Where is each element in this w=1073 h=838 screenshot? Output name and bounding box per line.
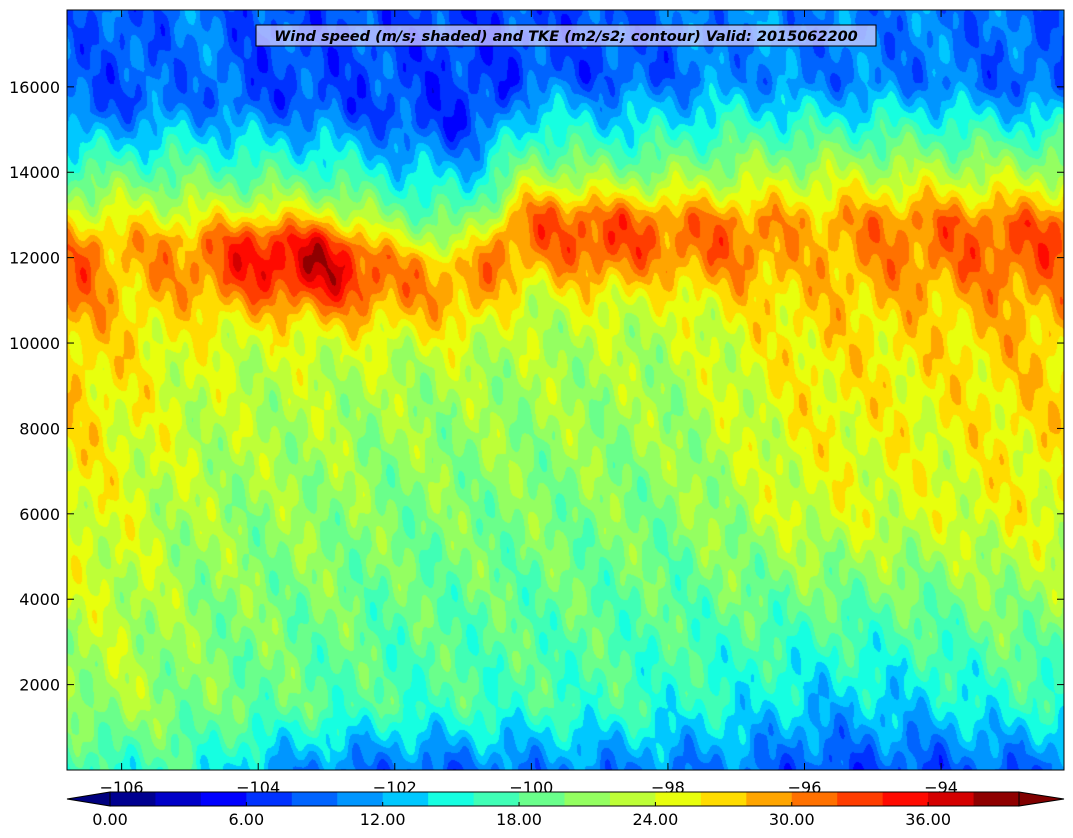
plot-area bbox=[67, 10, 1064, 770]
title-box: Wind speed (m/s; shaded) and TKE (m2/s2;… bbox=[255, 24, 877, 47]
y-tick-label: 8000 bbox=[19, 419, 60, 438]
colorbar-swatch bbox=[200, 792, 247, 806]
colorbar-extend-max bbox=[1018, 791, 1065, 807]
colorbar: 0.00 6.00 12.00 18.00 24.00 30.00 36.00 bbox=[66, 791, 1065, 829]
colorbar-swatch bbox=[519, 792, 565, 806]
colorbar-swatch bbox=[655, 792, 702, 806]
y-tick-label: 4000 bbox=[19, 590, 60, 609]
colorbar-extend-min bbox=[66, 791, 111, 807]
colorbar-tick-label: 24.00 bbox=[632, 810, 678, 829]
colorbar-swatch bbox=[473, 792, 520, 806]
colorbar-tick-label: 6.00 bbox=[229, 810, 265, 829]
y-tick-label: 16000 bbox=[9, 78, 60, 97]
colorbar-swatch bbox=[337, 792, 384, 806]
colorbar-swatch bbox=[428, 792, 475, 806]
colorbar-tick-label: 18.00 bbox=[496, 810, 542, 829]
colorbar-swatch bbox=[609, 792, 656, 806]
plot-frame bbox=[66, 9, 1065, 771]
colorbar-swatch bbox=[564, 792, 611, 806]
chart-title: Wind speed (m/s; shaded) and TKE (m2/s2;… bbox=[274, 29, 858, 45]
colorbar-swatch bbox=[746, 792, 793, 806]
colorbar-swatch bbox=[882, 792, 929, 806]
colorbar-swatch bbox=[700, 792, 747, 806]
wind-speed-field bbox=[67, 10, 1064, 770]
colorbar-tick-label: 30.00 bbox=[769, 810, 815, 829]
y-tick-label: 12000 bbox=[9, 249, 60, 268]
colorbar-tick-label: 12.00 bbox=[360, 810, 406, 829]
colorbar-swatch bbox=[246, 792, 293, 806]
colorbar-swatch bbox=[291, 792, 338, 806]
colorbar-swatch bbox=[155, 792, 202, 806]
y-tick-label: 2000 bbox=[19, 676, 60, 695]
colorbar-frame bbox=[109, 791, 1020, 807]
y-tick-label: 10000 bbox=[9, 334, 60, 353]
y-tick-label: 14000 bbox=[9, 163, 60, 182]
colorbar-swatch bbox=[973, 792, 1020, 806]
colorbar-swatch bbox=[791, 792, 838, 806]
colorbar-tick-label: 36.00 bbox=[905, 810, 951, 829]
y-tick-label: 6000 bbox=[19, 505, 60, 524]
colorbar-swatch bbox=[928, 792, 975, 806]
colorbar-swatch bbox=[382, 792, 429, 806]
colorbar-swatch bbox=[110, 792, 156, 806]
colorbar-swatch bbox=[837, 792, 884, 806]
colorbar-tick-label: 0.00 bbox=[92, 810, 128, 829]
